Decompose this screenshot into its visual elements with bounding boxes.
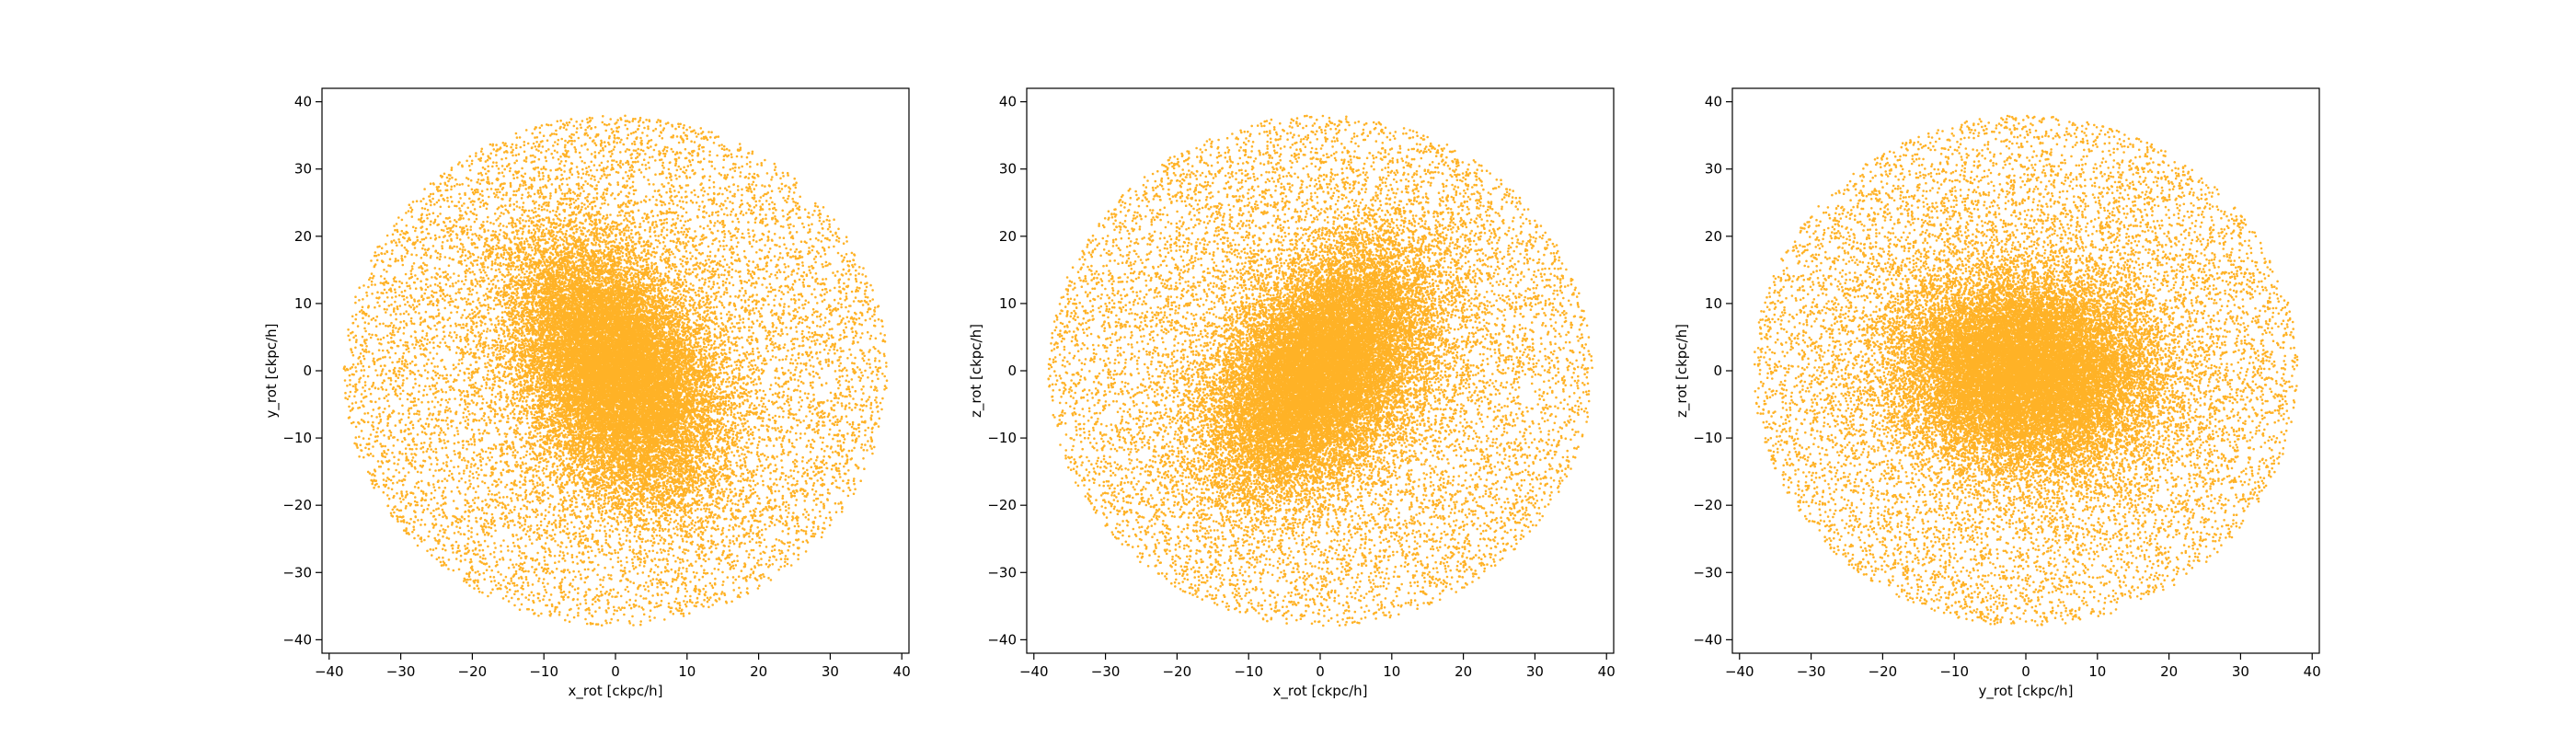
x-tick-label: −30 (1797, 663, 1826, 680)
x-tick-label: 10 (2088, 663, 2106, 680)
x-tick-label: 0 (2021, 663, 2030, 680)
y-tick-label: −10 (987, 430, 1017, 446)
x-axis-label: y_rot [ckpc/h] (1978, 683, 2073, 700)
y-tick-label: −10 (1693, 430, 1722, 446)
y-tick-label: 20 (1705, 228, 1722, 245)
y-tick-label: 30 (999, 161, 1017, 178)
y-tick-label: 20 (999, 228, 1017, 245)
y-axis-label: z_rot [ckpc/h] (1673, 324, 1691, 418)
x-tick-label: 0 (1316, 663, 1325, 680)
y-tick-label: 0 (303, 362, 312, 379)
y-tick-label: −20 (1693, 497, 1722, 513)
scatter-panel-2: −40 −30 −20 −10 0 10 20 30 40 −40 −30 −20 −10 0 10 20 30… (968, 87, 1616, 700)
x-tick-label: 10 (678, 663, 696, 680)
x-tick-label: −20 (1869, 663, 1898, 680)
x-tick-label: −10 (1939, 663, 1969, 680)
y-tick-label: −40 (282, 631, 312, 648)
x-tick-label: 40 (1598, 663, 1616, 680)
x-tick-label: 20 (750, 663, 767, 680)
y-tick-label: 20 (294, 228, 312, 245)
x-tick-label: −10 (529, 663, 558, 680)
y-tick-label: 40 (1705, 94, 1722, 110)
y-tick-label: −20 (282, 497, 312, 513)
x-axis-label: x_rot [ckpc/h] (568, 683, 662, 700)
x-tick-label: 10 (1383, 663, 1400, 680)
x-tick-label: −20 (458, 663, 488, 680)
x-tick-label: −20 (1163, 663, 1192, 680)
x-tick-label: 40 (893, 663, 911, 680)
x-tick-label: 20 (2160, 663, 2178, 680)
x-tick-label: −40 (1725, 663, 1754, 680)
x-tick-label: 0 (611, 663, 620, 680)
y-tick-label: 10 (294, 295, 312, 312)
x-axis-label: x_rot [ckpc/h] (1272, 683, 1367, 700)
y-tick-label: 40 (294, 94, 312, 110)
x-tick-label: 30 (1526, 663, 1544, 680)
x-tick-label: −10 (1234, 663, 1263, 680)
scatter-points (1754, 114, 2299, 627)
y-tick-label: −10 (282, 430, 312, 446)
scatter-points (342, 114, 889, 627)
x-tick-label: 20 (1455, 663, 1472, 680)
y-tick-label: 30 (1705, 161, 1722, 178)
y-tick-label: −30 (987, 564, 1017, 581)
scatter-panel-1: −40 −30 −20 −10 0 10 20 30 40 −40 −30 −20 −10 0 10 20 30… (263, 87, 911, 700)
scatter-points (1047, 114, 1593, 627)
y-axis-label: y_rot [ckpc/h] (263, 323, 281, 418)
y-tick-label: −40 (987, 631, 1017, 648)
x-tick-label: −30 (1091, 663, 1121, 680)
y-tick-label: −40 (1693, 631, 1722, 648)
y-tick-label: 30 (294, 161, 312, 178)
x-tick-label: 40 (2304, 663, 2321, 680)
y-tick-label: −30 (282, 564, 312, 581)
scatter-panel-3: −40 −30 −20 −10 0 10 20 30 40 −40 −30 −20 −10 0 10 20 30… (1673, 87, 2321, 700)
y-tick-label: −20 (987, 497, 1017, 513)
y-tick-label: 0 (1007, 362, 1017, 379)
x-tick-label: 30 (2232, 663, 2249, 680)
y-tick-label: −30 (1693, 564, 1722, 581)
x-tick-label: 30 (822, 663, 839, 680)
y-axis-label: z_rot [ckpc/h] (968, 324, 985, 418)
y-tick-label: 10 (999, 295, 1017, 312)
x-tick-label: −40 (315, 663, 344, 680)
y-tick-label: 40 (999, 94, 1017, 110)
x-tick-label: −30 (386, 663, 416, 680)
y-tick-label: 10 (1705, 295, 1722, 312)
y-tick-label: 0 (1713, 362, 1722, 379)
x-tick-label: −40 (1019, 663, 1049, 680)
